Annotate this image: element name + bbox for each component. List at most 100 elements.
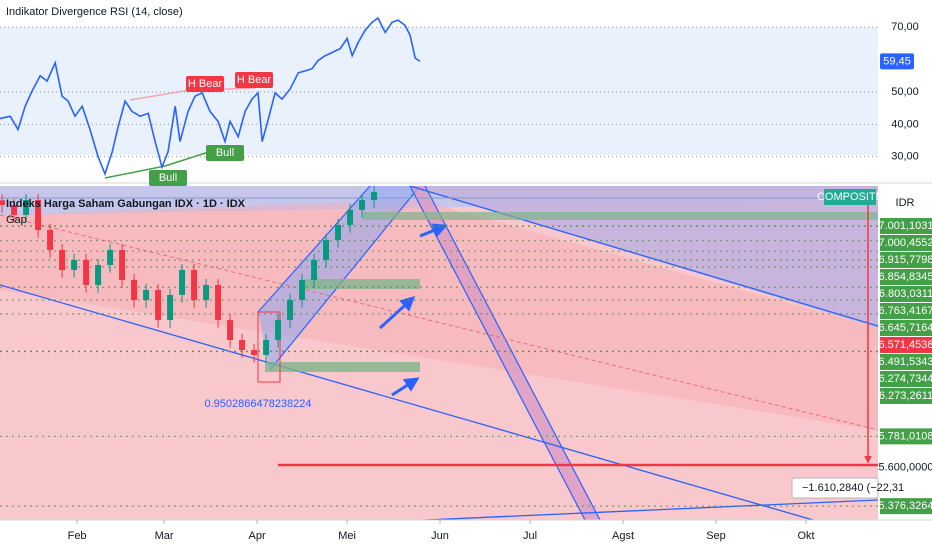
zone-box <box>265 362 420 372</box>
candle-body <box>263 339 270 355</box>
candle-body <box>275 319 282 340</box>
x-tick-label: Jul <box>523 530 537 542</box>
price-label: 6.763,4167 <box>878 305 932 317</box>
price-label: 6.645,7164 <box>878 322 932 334</box>
x-tick-label: Apr <box>249 530 266 542</box>
y-tick-label: 40,00 <box>891 118 919 130</box>
rsi-line <box>0 16 421 177</box>
arrow <box>391 377 420 397</box>
price-label-bg <box>880 302 932 319</box>
candle-body <box>347 209 354 225</box>
price-label: 6.273,2611 <box>879 390 932 402</box>
candle-body <box>23 199 30 215</box>
last-value: 59,45 <box>883 55 911 67</box>
price-label-bg <box>880 498 932 515</box>
candle-body <box>239 339 246 350</box>
x-tick-label: Okt <box>797 530 814 542</box>
price-plot <box>0 186 878 520</box>
candle-body <box>191 269 198 300</box>
candle-body <box>71 259 78 270</box>
candle-body <box>83 259 90 285</box>
measure-label: −1.610,2840 (−22,31 <box>802 482 904 494</box>
candle-body <box>35 199 42 230</box>
candle-body <box>0 200 6 205</box>
price-label: 5.376,3264 <box>878 500 932 512</box>
price-title: Indeks Harga Saham Gabungan IDX · 1D · I… <box>6 198 246 210</box>
price-label-bg <box>880 285 932 302</box>
candle-body <box>335 224 342 240</box>
zone-box <box>363 212 878 220</box>
x-tick-label: Mar <box>155 530 174 542</box>
price-label: 6.915,7798 <box>878 254 932 266</box>
candle-body <box>299 279 306 300</box>
annotation-bg <box>235 72 273 88</box>
channel-line <box>409 186 878 327</box>
price-label: 5.600,0000 <box>878 461 932 473</box>
candle-body <box>47 229 54 250</box>
rsi-band <box>0 27 878 155</box>
channel-line <box>410 499 878 520</box>
channel-line <box>257 186 371 313</box>
price-label: 6.571,4538 <box>878 339 932 351</box>
candle-body <box>287 299 294 320</box>
candle-body <box>203 284 210 300</box>
candle-body <box>167 294 174 320</box>
annotation: Bull <box>216 147 234 159</box>
candle-body <box>155 289 162 320</box>
candle-body <box>311 259 318 280</box>
candle-body <box>59 249 66 270</box>
badge-bg <box>824 189 876 205</box>
badge: COMPOSITE <box>817 191 883 203</box>
x-tick-label: Feb <box>68 530 87 542</box>
annotation: H Bear <box>237 74 272 86</box>
zone <box>0 200 878 430</box>
price-label-bg <box>880 234 932 251</box>
candle-body <box>143 289 150 300</box>
annotation: Bull <box>159 172 177 184</box>
gap-box <box>257 311 281 383</box>
candle-body <box>11 204 18 215</box>
candle-body <box>179 269 186 295</box>
price-label: 7.001,1031 <box>878 220 932 232</box>
annotation-bg <box>149 170 187 186</box>
candle-body <box>131 279 138 300</box>
price-label: 7.000,4552 <box>878 237 932 249</box>
candle-body <box>359 199 366 210</box>
candle-body <box>251 349 258 355</box>
price-label: 6.274,7344 <box>878 373 932 385</box>
rising-channel <box>258 186 420 370</box>
x-tick-label: Agst <box>612 530 634 542</box>
candles <box>0 186 878 507</box>
arrow <box>378 295 416 330</box>
gap-annotation: 0.9502866478238224 <box>204 398 311 410</box>
price-label-bg <box>880 387 932 404</box>
price-label-bg <box>880 353 932 370</box>
candle-body <box>371 192 378 200</box>
annotation-bg <box>206 145 244 161</box>
price-label-bg <box>880 428 932 445</box>
rsi-title: Indikator Divergence RSI (14, close) <box>6 6 183 18</box>
x-tick-label: Mei <box>338 530 356 542</box>
trend-line <box>0 214 878 431</box>
candle-body <box>95 264 102 285</box>
x-tick-label: Sep <box>706 530 726 542</box>
price-label: 6.803,0311 <box>879 288 932 300</box>
price-label-bg <box>880 319 932 336</box>
zone-box <box>305 279 420 289</box>
price-label: 6.491,5343 <box>878 356 932 368</box>
x-tick-label: Jun <box>431 530 449 542</box>
price-label-bg <box>880 459 932 476</box>
y-tick-label: 70,00 <box>891 21 919 33</box>
candle-body <box>323 239 330 260</box>
currency: IDR <box>896 197 915 209</box>
candle-body <box>119 249 126 280</box>
price-label-bg <box>880 370 932 387</box>
price-label: 5.781,0108 <box>878 430 932 442</box>
price-label-bg <box>880 336 932 353</box>
price-label-bg <box>880 251 932 268</box>
measure-box <box>791 477 879 499</box>
channel-line <box>0 284 816 520</box>
y-tick-label: 30,00 <box>891 151 919 163</box>
last-value-bg <box>880 53 914 70</box>
